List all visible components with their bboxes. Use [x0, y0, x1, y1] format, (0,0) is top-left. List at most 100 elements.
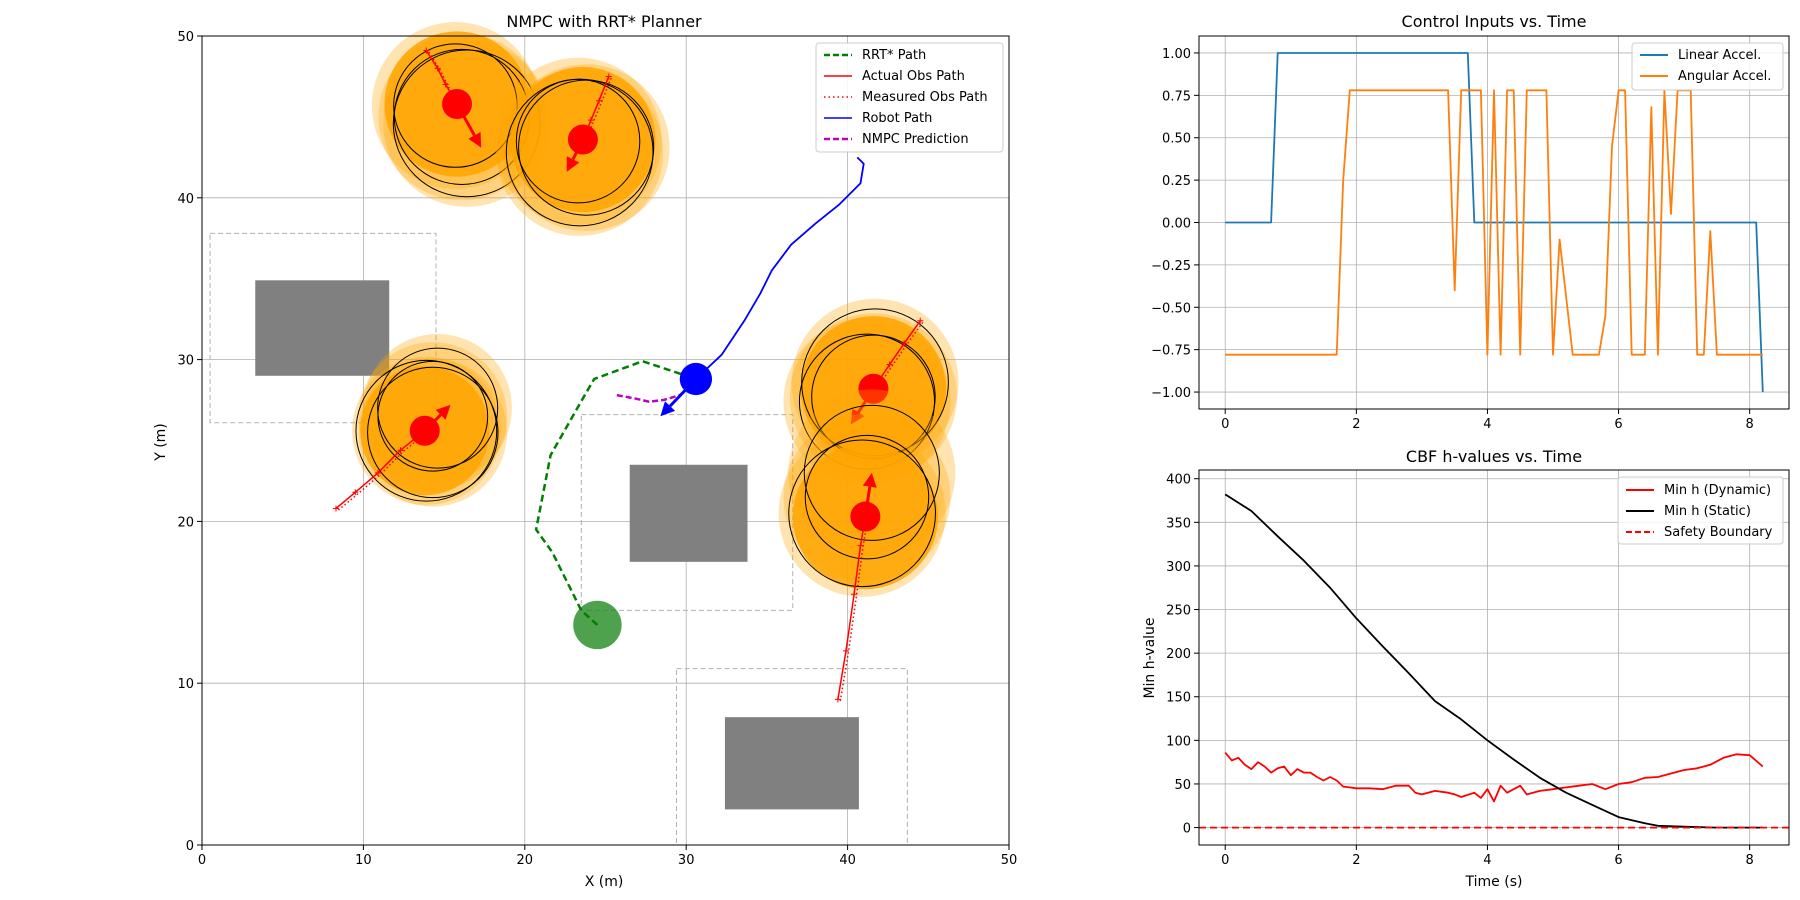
dynamic-obstacle-history-ring [518, 79, 655, 216]
measured-obstacle-marker [587, 117, 594, 124]
controls-axes: Control Inputs vs. Time 0 2 4 6 8 1.00 0.75 0.5… [1151, 12, 1790, 432]
robot-heading-arrow-shaft [668, 377, 697, 408]
controls-ytick-label: 0.00 [1162, 217, 1191, 232]
static-obstacle-safe-zone [580, 414, 794, 611]
dynamic-obstacle-velocity-arrow-shaft [423, 413, 442, 432]
static-obstacle [255, 280, 390, 376]
planner-legend: RRT* Path Actual Obs Path Measured Obs P… [815, 42, 1004, 153]
controls-ytick-label: −0.75 [1151, 344, 1191, 359]
planner-ylabel: Y (m) [153, 423, 169, 462]
cbf-xtick-label: 8 [1746, 853, 1754, 868]
cbf-ylabel: Min h-value [1142, 617, 1158, 698]
controls-lines [1225, 52, 1764, 393]
cbf-frame [1198, 469, 1790, 846]
controls-title: Control Inputs vs. Time [1402, 12, 1587, 31]
measured-obstacle-marker [352, 489, 359, 496]
static-obstacle [629, 464, 748, 562]
measured-obstacle-marker [851, 591, 858, 598]
controls-xtick-label: 0 [1221, 417, 1229, 432]
linear-accel-line [1225, 52, 1764, 393]
planner-ytick-label: 40 [177, 192, 194, 207]
legend-label-h-static: Min h (Static) [1664, 504, 1751, 519]
angular-accel-line [1225, 89, 1763, 356]
planner-legend-box [815, 42, 1004, 153]
measured-obstacle-marker [834, 696, 841, 703]
measured-obstacle-marker [842, 647, 849, 654]
controls-ytick-label: −0.25 [1151, 259, 1191, 274]
measured-obstacle-marker [442, 81, 449, 88]
cbf-ytick-label: 100 [1166, 734, 1191, 749]
measured-obstacle-marker [434, 65, 441, 72]
controls-xtick-label: 8 [1746, 417, 1754, 432]
measured-obstacle-marker [901, 340, 908, 347]
measured-obstacle-marker [596, 97, 603, 104]
measured-obstacle-path [584, 77, 612, 142]
dynamic-obstacle-velocity-arrow-head [850, 408, 865, 425]
cbf-ytick-label: 400 [1166, 473, 1191, 488]
planner-title: NMPC with RRT* Planner [506, 12, 702, 31]
legend-label-robot-path: Robot Path [862, 111, 932, 126]
cbf-legend-box [1617, 476, 1784, 545]
dynamic-obstacle-history-ring [804, 434, 930, 560]
cbf-xtick-label: 2 [1352, 853, 1360, 868]
planner-xtick-label: 20 [517, 853, 534, 868]
dynamic-obstacle-velocity-arrow-head [435, 404, 451, 420]
planner-xtick-label: 10 [355, 853, 372, 868]
dynamic-obstacle-velocity-arrow-shaft [863, 486, 872, 517]
measured-obstacle-marker [332, 505, 339, 512]
controls-xtick-label: 6 [1614, 417, 1622, 432]
legend-label-rrt: RRT* Path [862, 48, 926, 63]
measured-obstacle-marker [423, 47, 430, 54]
dynamic-obstacle-velocity-arrow-head [566, 156, 580, 172]
legend-label-h-dynamic: Min h (Dynamic) [1664, 483, 1771, 498]
dynamic-obstacle-history-ring [355, 359, 498, 502]
cbf-ticks: 0 2 4 6 8 0 50 100 150 200 250 300 350 400 [1166, 473, 1754, 868]
legend-label-prediction: NMPC Prediction [862, 132, 969, 147]
planner-xtick-label: 0 [198, 853, 206, 868]
planner-xlabel: X (m) [585, 874, 624, 890]
measured-obstacle-marker [374, 469, 381, 476]
cbf-axes: CBF h-values vs. Time Time (s) Min h-val… [1142, 447, 1790, 890]
measured-obstacle-path [839, 518, 869, 702]
planner-xtick-label: 50 [1001, 853, 1018, 868]
measured-obstacle-marker [917, 317, 924, 324]
legend-label-measured-obs: Measured Obs Path [862, 90, 988, 105]
measured-obstacle-marker [886, 361, 893, 368]
static-obstacle-safe-zone [209, 232, 437, 424]
controls-ytick-label: −0.50 [1151, 301, 1191, 316]
robot-heading-arrow-head [660, 401, 676, 417]
controls-ticks: 0 2 4 6 8 1.00 0.75 0.50 0.25 0.00 −0.25 −0.50 −0.75… [1151, 47, 1754, 432]
controls-ytick-label: 0.50 [1162, 132, 1191, 147]
cbf-ytick-label: 250 [1166, 604, 1191, 619]
static-obstacle [724, 717, 859, 810]
planner-xtick-label: 30 [678, 853, 695, 868]
controls-frame [1198, 35, 1790, 410]
dynamic-obstacle-history-ring [377, 347, 499, 469]
cbf-xtick-label: 4 [1483, 853, 1491, 868]
planner-ticks: 0 10 20 30 40 50 0 10 20 30 40 50 [177, 30, 1017, 868]
cbf-lines [1199, 493, 1789, 829]
planner-ytick-label: 30 [177, 354, 194, 369]
dynamic-obstacle-velocity-arrow-shaft [571, 138, 585, 161]
controls-ytick-label: 1.00 [1162, 47, 1191, 62]
planner-ytick-label: 0 [186, 839, 194, 854]
legend-label-actual-obs: Actual Obs Path [862, 69, 965, 84]
legend-label-linear: Linear Accel. [1678, 48, 1761, 63]
cbf-xlabel: Time (s) [1465, 874, 1523, 890]
min-h-dynamic-line [1224, 752, 1764, 803]
dynamic-obstacle-velocity-arrow-shaft [455, 103, 476, 137]
controls-legend: Linear Accel. Angular Accel. [1631, 42, 1784, 91]
min-h-static-line [1224, 493, 1763, 829]
legend-label-angular: Angular Accel. [1678, 69, 1771, 84]
planner-paths [534, 156, 865, 650]
planner-static-obstacles [209, 232, 908, 846]
dynamic-obstacle-history-ring [393, 43, 518, 168]
controls-ytick-label: 0.75 [1162, 89, 1191, 104]
cbf-legend: Min h (Dynamic) Min h (Static) Safety Bo… [1617, 476, 1784, 545]
measured-obstacle-marker [397, 447, 404, 454]
dynamic-obstacle-history-ring [788, 439, 936, 588]
legend-label-safety: Safety Boundary [1664, 525, 1773, 540]
dynamic-obstacle-velocity-arrow-shaft [857, 387, 875, 414]
robot-path [695, 156, 865, 380]
cbf-ytick-label: 150 [1166, 691, 1191, 706]
